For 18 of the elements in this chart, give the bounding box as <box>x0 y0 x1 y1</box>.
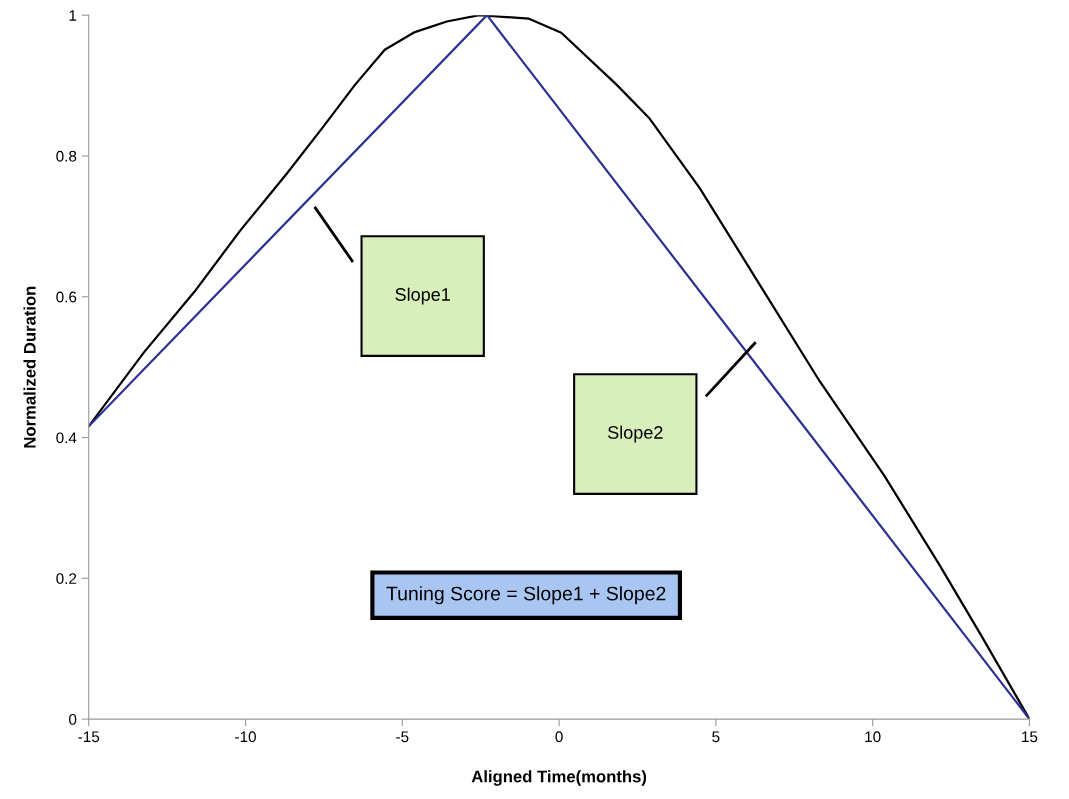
y-axis-title: Normalized Duration <box>23 286 36 448</box>
x-tick-label: 15 <box>1022 731 1038 743</box>
y-tick-label: 0.8 <box>56 150 77 162</box>
y-tick-label: 1 <box>69 10 77 21</box>
x-tick-label: -10 <box>235 731 256 743</box>
x-tick-label: -5 <box>396 731 409 743</box>
x-tick-label: -15 <box>78 731 100 743</box>
y-tick-label: 0 <box>69 713 77 725</box>
x-tick-label: 0 <box>555 731 563 743</box>
x-tick-label: 10 <box>865 731 881 743</box>
y-tick-label: 0.4 <box>56 432 77 444</box>
annotation: Tuning Score = Slope1 + Slope2 <box>386 586 666 605</box>
x-tick-label: 5 <box>712 731 720 743</box>
annotation: Slope1 <box>395 287 450 305</box>
y-tick-label: 0.2 <box>56 573 77 584</box>
annotation: Slope2 <box>608 425 663 443</box>
x-axis-title: Aligned Time(months) <box>471 770 647 786</box>
y-tick-label: 0.6 <box>56 291 77 303</box>
